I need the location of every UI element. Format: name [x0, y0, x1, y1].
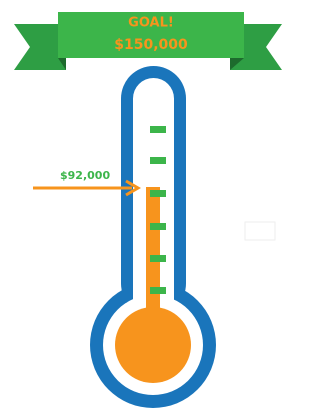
tick	[150, 287, 166, 294]
thermometer-graphic: GOAL! $150,000 $92,000	[0, 0, 296, 414]
banner-title: GOAL!	[128, 16, 174, 31]
marker-label: $92,000	[60, 169, 110, 182]
tick	[150, 190, 166, 197]
blank-box	[245, 222, 275, 240]
tick	[150, 126, 166, 133]
bulb-fill	[115, 307, 191, 383]
tick	[150, 255, 166, 262]
tick	[150, 223, 166, 230]
tick	[150, 157, 166, 164]
banner-amount: $150,000	[114, 37, 188, 53]
